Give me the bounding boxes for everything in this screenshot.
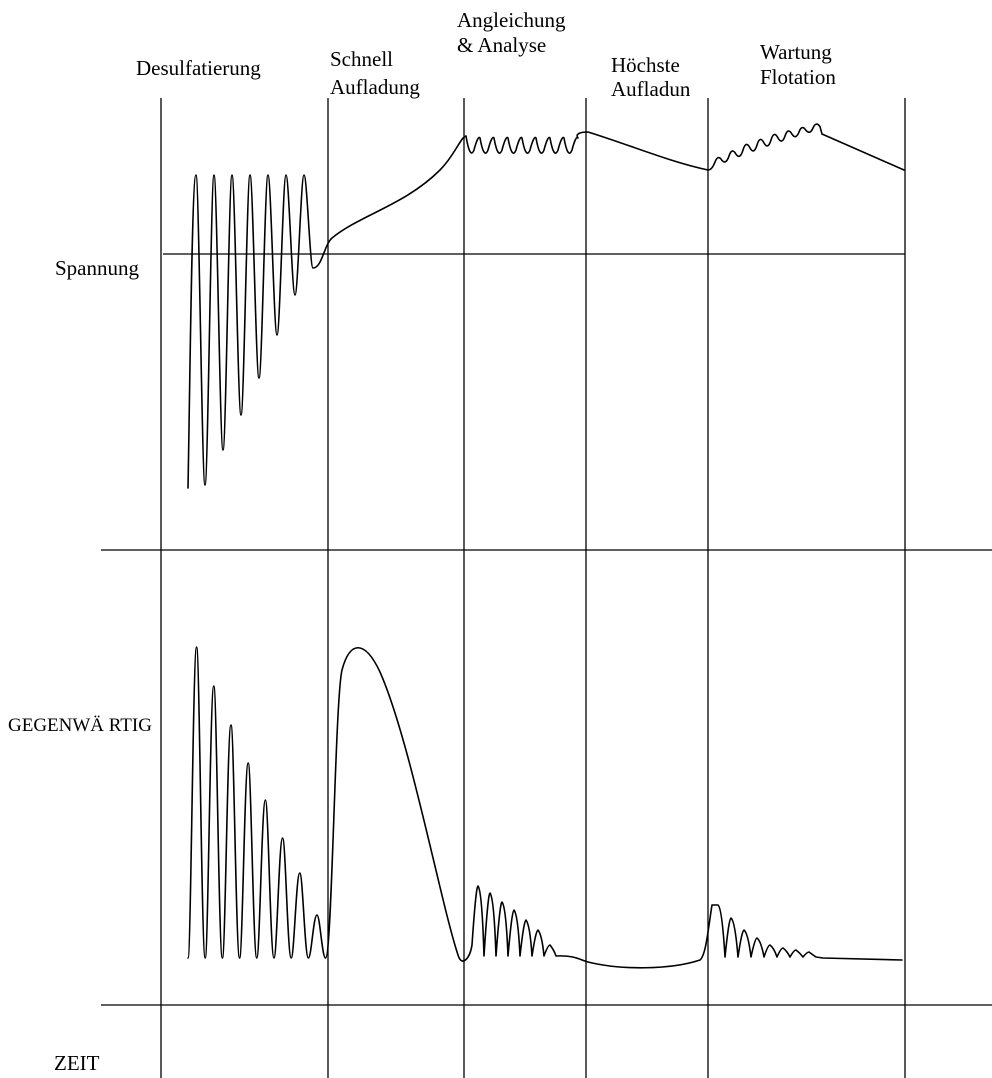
phase-label-equalization: Angleichung & Analyse <box>457 8 571 57</box>
current-axis-label: GEGENWÄ RTIG <box>8 715 152 736</box>
phase-label-fast-charge: Schnell Aufladung <box>330 47 420 99</box>
phase-label-desulfation-line-1: Desulfatierung <box>136 56 261 80</box>
phase-label-desulfation: Desulfatierung <box>136 56 261 80</box>
phase-label-maintenance-line-2: Flotation <box>760 65 836 89</box>
phase-label-peak-charge: Höchste Aufladun <box>611 53 691 101</box>
phase-label-fast-charge-line-1: Schnell <box>330 47 393 71</box>
phase-label-peak-charge-line-2: Aufladun <box>611 77 691 101</box>
phase-label-equalization-line-1: Angleichung <box>457 8 566 32</box>
phase-label-maintenance-line-1: Wartung <box>760 40 832 64</box>
phase-label-fast-charge-line-2: Aufladung <box>330 75 420 99</box>
current-curve <box>187 646 903 969</box>
phase-label-peak-charge-line-1: Höchste <box>611 53 680 77</box>
voltage-axis-label: Spannung <box>55 256 140 280</box>
phase-label-equalization-line-2: & Analyse <box>457 33 546 57</box>
phase-label-maintenance: Wartung Flotation <box>760 40 837 89</box>
time-axis-label: ZEIT <box>54 1051 100 1075</box>
voltage-curve <box>187 123 905 489</box>
